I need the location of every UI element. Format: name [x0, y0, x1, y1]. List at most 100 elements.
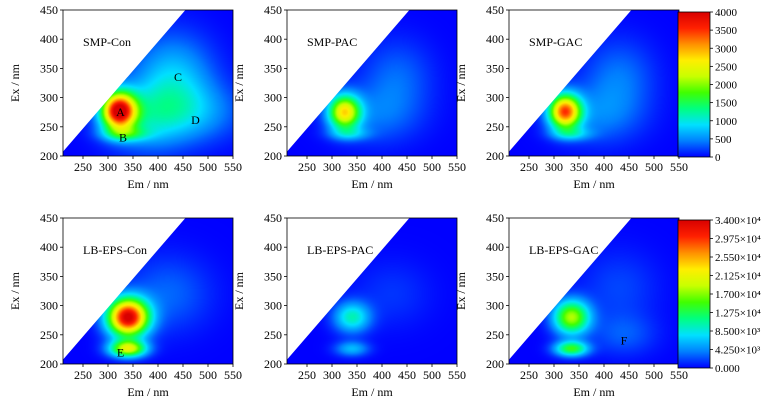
- x-tick-label: 350: [570, 160, 588, 174]
- y-tick-label: 250: [486, 328, 504, 342]
- y-tick-label: 450: [40, 211, 58, 225]
- x-tick-label: 400: [595, 160, 613, 174]
- eem-panel-5: 250 300 350 400 450 500 550 200 250 300 350 400 450 E…: [232, 211, 466, 399]
- colorbar-tick-label: 0: [715, 152, 721, 164]
- x-tick-label: 450: [174, 368, 192, 382]
- colorbar-gradient: [677, 11, 711, 158]
- x-tick-label: 250: [520, 368, 538, 382]
- x-tick-label: 350: [124, 368, 142, 382]
- scatter-masked-region: [63, 218, 186, 360]
- x-tick-label: 350: [570, 368, 588, 382]
- x-tick-label: 350: [124, 160, 142, 174]
- colorbar-tick-label: 3.400×10⁴: [715, 215, 761, 227]
- x-tick-label: 450: [398, 160, 416, 174]
- x-tick-label: 550: [670, 160, 688, 174]
- x-tick-label: 450: [620, 160, 638, 174]
- colorbar-tick-label: 500: [715, 134, 732, 146]
- x-tick-label: 300: [99, 160, 117, 174]
- x-axis-label: Em / nm: [127, 177, 169, 191]
- y-tick-label: 250: [264, 328, 282, 342]
- x-tick-label: 550: [448, 368, 466, 382]
- colorbar-tick-label: 1000: [715, 116, 738, 128]
- panel-title: LB-EPS-Con: [83, 243, 147, 257]
- scatter-masked-region: [287, 10, 410, 152]
- y-tick-label: 200: [264, 357, 282, 371]
- y-tick-label: 400: [40, 32, 58, 46]
- y-tick-label: 250: [264, 120, 282, 134]
- colorbar-tick-label: 2.550×10⁴: [715, 252, 761, 264]
- colorbar-tick-label: 2500: [715, 61, 738, 73]
- peak-label-E: E: [117, 345, 124, 359]
- x-tick-label: 350: [348, 160, 366, 174]
- x-tick-label: 250: [298, 368, 316, 382]
- eem-panel-3: 250 300 350 400 450 500 550 200 250 300 350 400 450 E…: [454, 3, 688, 191]
- colorbar-tick-label: 2000: [715, 80, 738, 92]
- plot-frame: [286, 9, 458, 157]
- panel-title: LB-EPS-GAC: [529, 243, 598, 257]
- y-tick-label: 400: [486, 32, 504, 46]
- x-tick-label: 500: [423, 368, 441, 382]
- x-tick-label: 250: [74, 160, 92, 174]
- x-axis-label: Em / nm: [351, 177, 393, 191]
- y-tick-label: 300: [264, 91, 282, 105]
- y-tick-label: 250: [486, 120, 504, 134]
- x-tick-label: 400: [373, 368, 391, 382]
- x-tick-label: 400: [149, 368, 167, 382]
- x-tick-label: 550: [224, 368, 242, 382]
- x-tick-label: 400: [373, 160, 391, 174]
- scatter-masked-region: [63, 10, 186, 152]
- y-tick-label: 350: [264, 61, 282, 75]
- x-axis-label: Em / nm: [573, 385, 615, 399]
- colorbar-tick-label: 2.125×10⁴: [715, 271, 761, 283]
- x-axis-label: Em / nm: [351, 385, 393, 399]
- panel-title: SMP-PAC: [307, 35, 357, 49]
- colorbar-tick-label: 3500: [715, 25, 738, 37]
- eem-panel-1: 250 300 350 400 450 500 550 200 250 300 350 400 450 E…: [8, 3, 242, 191]
- y-axis-label: Ex / nm: [454, 271, 468, 310]
- x-tick-label: 550: [670, 368, 688, 382]
- peak-label-B: B: [119, 130, 127, 144]
- x-tick-label: 500: [199, 368, 217, 382]
- eem-panel-4: 250 300 350 400 450 500 550 200 250 300 350 400 450 E…: [8, 211, 242, 399]
- x-tick-label: 500: [645, 160, 663, 174]
- y-tick-label: 350: [486, 269, 504, 283]
- x-axis-label: Em / nm: [573, 177, 615, 191]
- panel-title: LB-EPS-PAC: [307, 243, 373, 257]
- y-tick-label: 250: [40, 120, 58, 134]
- x-tick-label: 500: [645, 368, 663, 382]
- colorbar-1: 4000 3500 3000 2500 2000 1500 1000 500 0: [677, 7, 738, 164]
- x-tick-label: 300: [545, 160, 563, 174]
- eem-panel-2: 250 300 350 400 450 500 550 200 250 300 350 400 450 E…: [232, 3, 466, 191]
- x-tick-label: 450: [620, 368, 638, 382]
- x-tick-label: 500: [199, 160, 217, 174]
- colorbar-tick-label: 2.975×10⁴: [715, 234, 761, 246]
- y-tick-label: 300: [486, 91, 504, 105]
- colorbar-tick-label: 1.275×10⁴: [715, 308, 761, 320]
- y-tick-label: 350: [40, 61, 58, 75]
- colorbar-gradient: [677, 219, 711, 369]
- x-tick-label: 550: [448, 160, 466, 174]
- y-tick-label: 200: [486, 149, 504, 163]
- y-tick-label: 300: [264, 299, 282, 313]
- y-tick-label: 300: [40, 299, 58, 313]
- colorbar-tick-label: 4000: [715, 7, 738, 19]
- y-tick-label: 350: [264, 269, 282, 283]
- colorbar-tick-label: 1500: [715, 98, 738, 110]
- x-tick-label: 300: [323, 368, 341, 382]
- x-tick-label: 300: [99, 368, 117, 382]
- x-axis-label: Em / nm: [127, 385, 169, 399]
- y-axis-label: Ex / nm: [8, 63, 22, 102]
- x-tick-label: 400: [595, 368, 613, 382]
- y-axis-label: Ex / nm: [454, 63, 468, 102]
- y-tick-label: 400: [486, 240, 504, 254]
- y-tick-label: 200: [40, 149, 58, 163]
- y-tick-label: 450: [486, 3, 504, 17]
- y-tick-label: 200: [486, 357, 504, 371]
- peak-label-A: A: [116, 105, 125, 119]
- scatter-masked-region: [509, 10, 632, 152]
- y-tick-label: 350: [486, 61, 504, 75]
- plot-frame: [286, 217, 458, 365]
- y-tick-label: 450: [264, 211, 282, 225]
- x-tick-label: 450: [174, 160, 192, 174]
